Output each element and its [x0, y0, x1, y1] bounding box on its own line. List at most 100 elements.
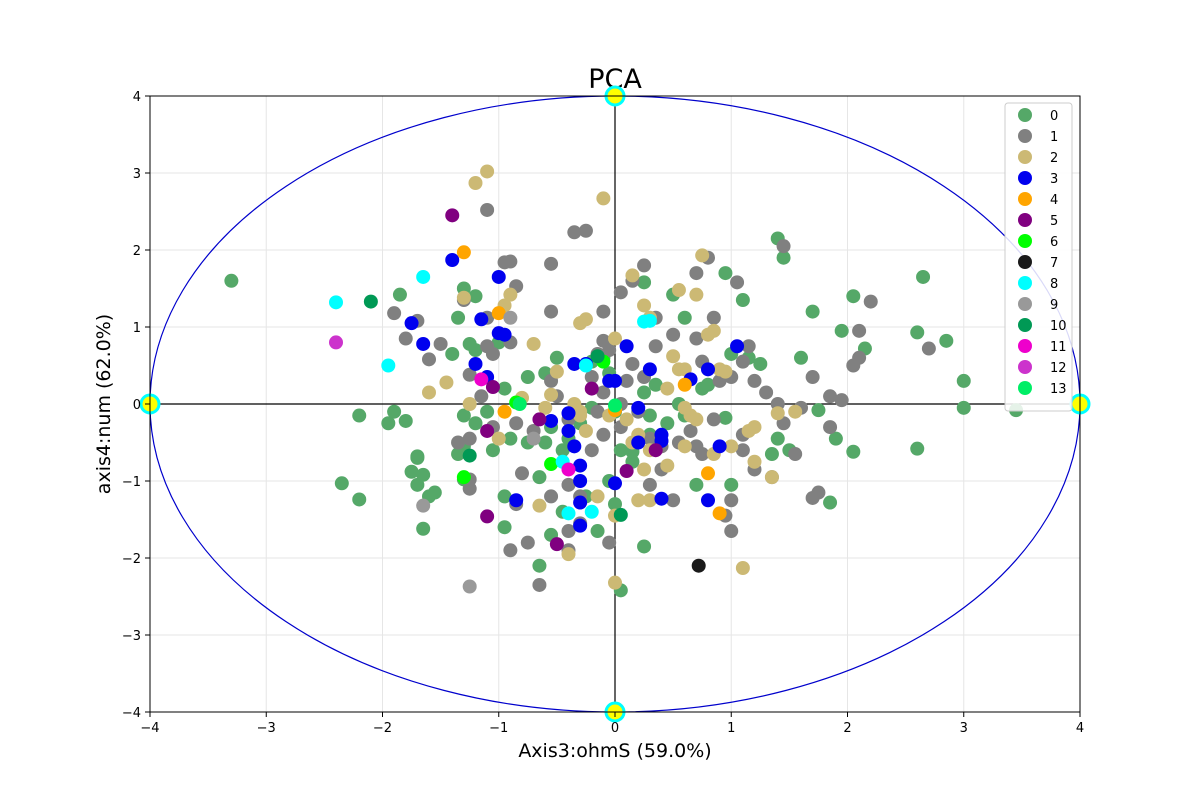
data-point: [691, 558, 706, 573]
data-point: [788, 447, 803, 462]
data-point: [578, 423, 593, 438]
series-5: [445, 208, 663, 552]
legend-label: 11: [1050, 340, 1067, 355]
data-point: [823, 420, 838, 435]
data-point: [532, 498, 547, 513]
data-point: [730, 275, 745, 290]
data-point: [764, 470, 779, 485]
data-point: [637, 462, 652, 477]
data-point: [666, 349, 681, 364]
data-point: [660, 458, 675, 473]
data-point: [584, 370, 599, 385]
data-point: [573, 408, 588, 423]
y-tick-label: 2: [133, 244, 141, 259]
data-point: [567, 439, 582, 454]
data-point: [462, 367, 477, 382]
data-point: [596, 304, 611, 319]
data-point: [561, 406, 576, 421]
data-point: [491, 306, 506, 321]
data-point: [718, 266, 733, 281]
data-point: [491, 431, 506, 446]
data-point: [578, 223, 593, 238]
data-point: [764, 447, 779, 462]
data-point: [735, 354, 750, 369]
data-point: [416, 269, 431, 284]
data-point: [497, 381, 512, 396]
data-point: [480, 202, 495, 217]
data-point: [445, 253, 460, 268]
data-point: [363, 294, 378, 309]
legend-label: 7: [1050, 256, 1058, 271]
x-tick-label: 2: [843, 721, 851, 736]
legend-label: 0: [1050, 109, 1058, 124]
data-point: [625, 356, 640, 371]
data-point: [392, 287, 407, 302]
data-point: [660, 381, 675, 396]
data-point: [590, 489, 605, 504]
y-tick-label: −3: [122, 629, 141, 644]
data-point: [770, 406, 785, 421]
data-point: [648, 377, 663, 392]
data-point: [329, 335, 343, 350]
data-point: [468, 289, 483, 304]
data-point: [590, 404, 605, 419]
data-point: [451, 435, 466, 450]
y-tick-label: 3: [133, 167, 141, 182]
data-point: [416, 498, 431, 513]
data-point: [701, 327, 715, 342]
data-point: [956, 400, 971, 415]
data-point: [538, 400, 553, 415]
data-point: [503, 287, 518, 302]
data-point: [695, 447, 710, 462]
data-point: [712, 362, 727, 377]
data-point: [456, 245, 471, 260]
data-point: [712, 506, 727, 521]
data-point: [503, 310, 518, 325]
data-point: [561, 547, 576, 562]
legend-marker: [1018, 171, 1032, 185]
data-point: [416, 467, 431, 482]
legend-marker: [1018, 339, 1032, 353]
legend-marker: [1018, 381, 1032, 395]
legend-marker: [1018, 213, 1032, 227]
data-point: [619, 373, 634, 388]
data-point: [776, 239, 791, 254]
data-point: [329, 295, 343, 310]
data-point: [578, 312, 593, 327]
data-point: [759, 385, 774, 400]
data-point: [666, 493, 681, 508]
data-point: [573, 495, 588, 510]
data-point: [404, 316, 419, 331]
legend-label: 2: [1050, 151, 1058, 166]
data-point: [503, 543, 518, 558]
data-point: [625, 268, 640, 283]
data-point: [462, 448, 477, 463]
data-point: [485, 346, 500, 361]
data-point: [526, 336, 541, 351]
data-point: [642, 362, 657, 377]
data-point: [520, 535, 535, 550]
data-point: [590, 349, 605, 364]
data-point: [613, 443, 628, 458]
legend-label: 8: [1050, 277, 1058, 292]
data-point: [474, 312, 489, 327]
data-point: [724, 524, 739, 539]
data-point: [683, 423, 698, 438]
data-point: [695, 248, 710, 263]
x-tick-label: −2: [373, 721, 392, 736]
data-point: [666, 327, 681, 342]
data-point: [677, 377, 692, 392]
data-point: [549, 364, 564, 379]
data-point: [334, 476, 349, 491]
data-point: [689, 412, 704, 427]
data-point: [549, 350, 564, 365]
x-tick-label: −4: [140, 721, 159, 736]
series-2: [422, 164, 803, 590]
series-13: [512, 397, 622, 413]
data-point: [788, 404, 803, 419]
data-point: [462, 336, 477, 351]
data-point: [596, 385, 611, 400]
x-tick-label: 1: [727, 721, 735, 736]
